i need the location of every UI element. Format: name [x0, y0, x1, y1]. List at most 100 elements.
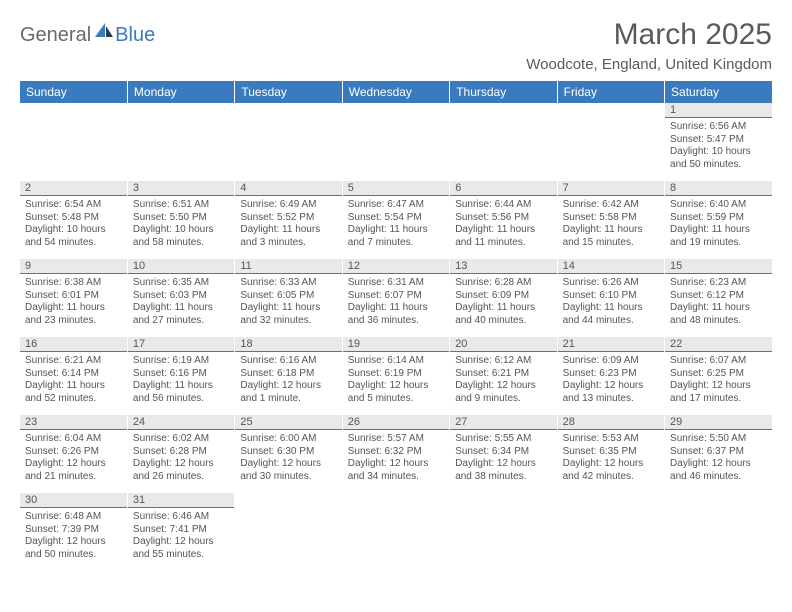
day-number: 30 [20, 493, 127, 508]
sunset-text: Sunset: 6:01 PM [25, 290, 122, 303]
calendar-day-cell: 23Sunrise: 6:04 AMSunset: 6:26 PMDayligh… [20, 415, 127, 493]
calendar-day-cell: 3Sunrise: 6:51 AMSunset: 5:50 PMDaylight… [127, 181, 234, 259]
logo: General Blue [20, 24, 155, 47]
sunrise-text: Sunrise: 6:46 AM [133, 511, 229, 524]
sunrise-text: Sunrise: 6:51 AM [133, 199, 229, 212]
calendar-day-cell: 12Sunrise: 6:31 AMSunset: 6:07 PMDayligh… [342, 259, 449, 337]
sunrise-text: Sunrise: 6:14 AM [348, 355, 444, 368]
calendar-empty-cell [450, 493, 557, 567]
sunrise-text: Sunrise: 6:35 AM [133, 277, 229, 290]
logo-text-blue: Blue [115, 24, 155, 47]
day-number: 10 [128, 259, 234, 274]
sunrise-text: Sunrise: 6:09 AM [563, 355, 659, 368]
day-number: 15 [665, 259, 772, 274]
sunset-text: Sunset: 6:34 PM [455, 446, 551, 459]
sunset-text: Sunset: 5:52 PM [240, 212, 336, 225]
day-details: Sunrise: 6:49 AMSunset: 5:52 PMDaylight:… [235, 196, 341, 253]
sunrise-text: Sunrise: 5:50 AM [670, 433, 767, 446]
daylight-text: Daylight: 12 hours and 17 minutes. [670, 380, 767, 405]
daylight-text: Daylight: 12 hours and 9 minutes. [455, 380, 551, 405]
weekday-header: Monday [127, 81, 234, 103]
calendar-week-row: 16Sunrise: 6:21 AMSunset: 6:14 PMDayligh… [20, 337, 772, 415]
page-header: General Blue March 2025 Woodcote, Englan… [20, 18, 772, 73]
calendar-day-cell: 7Sunrise: 6:42 AMSunset: 5:58 PMDaylight… [557, 181, 664, 259]
sunrise-text: Sunrise: 6:31 AM [348, 277, 444, 290]
day-number: 13 [450, 259, 556, 274]
day-details: Sunrise: 6:26 AMSunset: 6:10 PMDaylight:… [558, 274, 664, 331]
day-details: Sunrise: 6:21 AMSunset: 6:14 PMDaylight:… [20, 352, 127, 409]
sunset-text: Sunset: 5:56 PM [455, 212, 551, 225]
sunset-text: Sunset: 6:12 PM [670, 290, 767, 303]
sunset-text: Sunset: 5:48 PM [25, 212, 122, 225]
daylight-text: Daylight: 12 hours and 30 minutes. [240, 458, 336, 483]
calendar-day-cell: 18Sunrise: 6:16 AMSunset: 6:18 PMDayligh… [235, 337, 342, 415]
calendar-day-cell: 22Sunrise: 6:07 AMSunset: 6:25 PMDayligh… [665, 337, 772, 415]
sunset-text: Sunset: 5:47 PM [670, 134, 767, 147]
calendar-day-cell: 28Sunrise: 5:53 AMSunset: 6:35 PMDayligh… [557, 415, 664, 493]
sunset-text: Sunset: 5:54 PM [348, 212, 444, 225]
calendar-empty-cell [235, 103, 342, 181]
weekday-header: Wednesday [342, 81, 449, 103]
calendar-empty-cell [235, 493, 342, 567]
day-number: 27 [450, 415, 556, 430]
day-details: Sunrise: 6:04 AMSunset: 6:26 PMDaylight:… [20, 430, 127, 487]
calendar-empty-cell [557, 493, 664, 567]
calendar-day-cell: 31Sunrise: 6:46 AMSunset: 7:41 PMDayligh… [127, 493, 234, 567]
calendar-day-cell: 27Sunrise: 5:55 AMSunset: 6:34 PMDayligh… [450, 415, 557, 493]
daylight-text: Daylight: 12 hours and 5 minutes. [348, 380, 444, 405]
sunrise-text: Sunrise: 6:42 AM [563, 199, 659, 212]
calendar-day-cell: 16Sunrise: 6:21 AMSunset: 6:14 PMDayligh… [20, 337, 127, 415]
daylight-text: Daylight: 12 hours and 26 minutes. [133, 458, 229, 483]
calendar-empty-cell [20, 103, 127, 181]
daylight-text: Daylight: 12 hours and 42 minutes. [563, 458, 659, 483]
day-details: Sunrise: 5:53 AMSunset: 6:35 PMDaylight:… [558, 430, 664, 487]
day-details: Sunrise: 6:31 AMSunset: 6:07 PMDaylight:… [343, 274, 449, 331]
sunset-text: Sunset: 6:09 PM [455, 290, 551, 303]
day-number: 1 [665, 103, 772, 118]
day-details: Sunrise: 6:33 AMSunset: 6:05 PMDaylight:… [235, 274, 341, 331]
day-number: 9 [20, 259, 127, 274]
daylight-text: Daylight: 10 hours and 54 minutes. [25, 224, 122, 249]
sunset-text: Sunset: 6:05 PM [240, 290, 336, 303]
sunrise-text: Sunrise: 6:38 AM [25, 277, 122, 290]
sunset-text: Sunset: 6:32 PM [348, 446, 444, 459]
sunrise-text: Sunrise: 6:49 AM [240, 199, 336, 212]
day-number: 19 [343, 337, 449, 352]
sunrise-text: Sunrise: 6:04 AM [25, 433, 122, 446]
calendar-day-cell: 17Sunrise: 6:19 AMSunset: 6:16 PMDayligh… [127, 337, 234, 415]
day-number: 21 [558, 337, 664, 352]
calendar-empty-cell [342, 493, 449, 567]
day-details: Sunrise: 6:00 AMSunset: 6:30 PMDaylight:… [235, 430, 341, 487]
sunrise-text: Sunrise: 6:21 AM [25, 355, 122, 368]
day-details: Sunrise: 6:47 AMSunset: 5:54 PMDaylight:… [343, 196, 449, 253]
weekday-header: Friday [557, 81, 664, 103]
calendar-header-row: SundayMondayTuesdayWednesdayThursdayFrid… [20, 81, 772, 103]
sunset-text: Sunset: 5:50 PM [133, 212, 229, 225]
day-details: Sunrise: 6:38 AMSunset: 6:01 PMDaylight:… [20, 274, 127, 331]
sunrise-text: Sunrise: 6:44 AM [455, 199, 551, 212]
calendar-day-cell: 15Sunrise: 6:23 AMSunset: 6:12 PMDayligh… [665, 259, 772, 337]
title-block: March 2025 Woodcote, England, United Kin… [526, 18, 772, 73]
daylight-text: Daylight: 10 hours and 58 minutes. [133, 224, 229, 249]
day-details: Sunrise: 6:51 AMSunset: 5:50 PMDaylight:… [128, 196, 234, 253]
daylight-text: Daylight: 12 hours and 46 minutes. [670, 458, 767, 483]
day-number: 12 [343, 259, 449, 274]
sunset-text: Sunset: 6:07 PM [348, 290, 444, 303]
day-number: 17 [128, 337, 234, 352]
calendar-day-cell: 2Sunrise: 6:54 AMSunset: 5:48 PMDaylight… [20, 181, 127, 259]
day-details: Sunrise: 6:02 AMSunset: 6:28 PMDaylight:… [128, 430, 234, 487]
sunrise-text: Sunrise: 6:23 AM [670, 277, 767, 290]
day-details: Sunrise: 6:56 AMSunset: 5:47 PMDaylight:… [665, 118, 772, 175]
weekday-header: Saturday [665, 81, 772, 103]
daylight-text: Daylight: 12 hours and 1 minute. [240, 380, 336, 405]
sunrise-text: Sunrise: 6:26 AM [563, 277, 659, 290]
sunset-text: Sunset: 6:21 PM [455, 368, 551, 381]
day-details: Sunrise: 6:07 AMSunset: 6:25 PMDaylight:… [665, 352, 772, 409]
calendar-day-cell: 8Sunrise: 6:40 AMSunset: 5:59 PMDaylight… [665, 181, 772, 259]
calendar-day-cell: 20Sunrise: 6:12 AMSunset: 6:21 PMDayligh… [450, 337, 557, 415]
day-details: Sunrise: 6:48 AMSunset: 7:39 PMDaylight:… [20, 508, 127, 565]
calendar-day-cell: 26Sunrise: 5:57 AMSunset: 6:32 PMDayligh… [342, 415, 449, 493]
calendar-empty-cell [665, 493, 772, 567]
day-details: Sunrise: 5:57 AMSunset: 6:32 PMDaylight:… [343, 430, 449, 487]
daylight-text: Daylight: 11 hours and 56 minutes. [133, 380, 229, 405]
